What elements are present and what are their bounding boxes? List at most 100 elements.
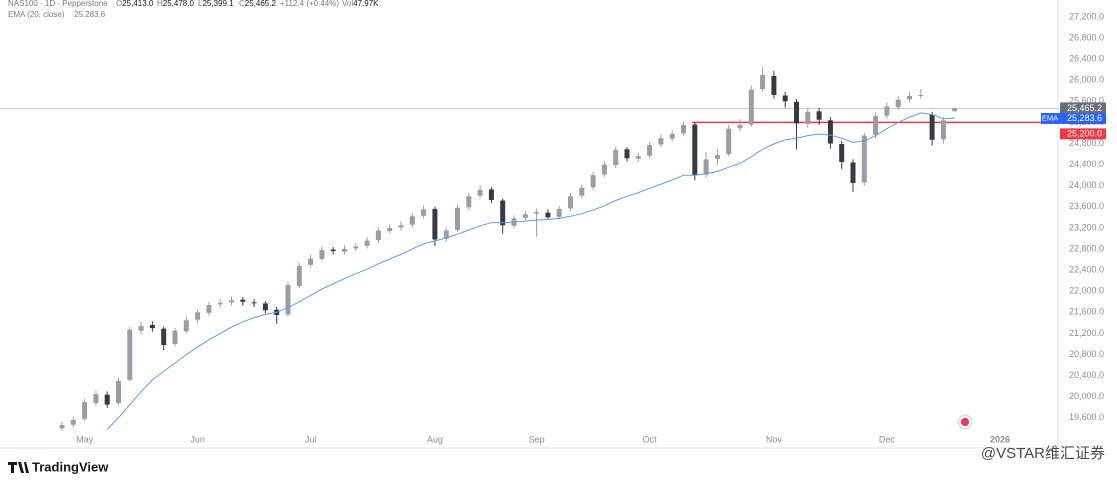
y-tick-label: 22,400.0: [1069, 264, 1104, 274]
y-tick-label: 23,200.0: [1069, 222, 1104, 232]
legend-volume-value: 47.97K: [353, 0, 379, 8]
candle-body: [387, 227, 393, 232]
candle-body: [601, 164, 607, 175]
candle-body: [172, 330, 178, 344]
candle-body: [703, 159, 709, 175]
ema-tag-box: [1041, 112, 1060, 124]
legend-ohlc-key: L: [198, 0, 203, 8]
candle-body: [771, 75, 777, 95]
footer-logo[interactable]: TradingView: [8, 459, 109, 474]
y-tick-label: 24,400.0: [1069, 159, 1104, 169]
legend-ohlc-value: 25,413.0: [122, 0, 154, 8]
candle-body: [70, 419, 76, 425]
candle-body: [669, 134, 675, 139]
candle-body: [217, 302, 223, 305]
candle-body: [590, 175, 596, 188]
candle-body: [952, 108, 958, 112]
candle-body: [82, 402, 88, 419]
y-tick-label: 22,000.0: [1069, 286, 1104, 296]
price-tag: [1060, 112, 1106, 124]
candle-body: [206, 304, 212, 313]
candle-body: [545, 212, 551, 218]
candle-body: [827, 120, 833, 144]
y-tick-label: 24,000.0: [1069, 180, 1104, 190]
x-tick-label: 2026: [990, 434, 1010, 444]
logo-icon: [8, 462, 29, 473]
y-tick-label: 26,400.0: [1069, 53, 1104, 63]
candle-body: [443, 230, 449, 239]
x-tick-label: Jul: [305, 434, 317, 444]
candle-body: [195, 312, 201, 320]
y-tick-label: 20,000.0: [1069, 391, 1104, 401]
y-tick-label: 22,800.0: [1069, 243, 1104, 253]
y-tick-label: 24,800.0: [1069, 138, 1104, 148]
y-tick-label: 27,200.0: [1069, 11, 1104, 21]
y-tick-label: 25,600.0: [1069, 96, 1104, 106]
candle-body: [466, 196, 472, 208]
y-tick-label: 23,600.0: [1069, 201, 1104, 211]
candle-body: [635, 156, 641, 159]
candle-body: [760, 74, 766, 90]
candle-body: [647, 145, 653, 156]
candle-body: [556, 208, 562, 217]
candle-body: [613, 149, 619, 166]
y-tick-label: 20,400.0: [1069, 370, 1104, 380]
candle-body: [240, 299, 246, 302]
candle-body: [624, 149, 630, 159]
candle-body: [342, 249, 347, 252]
legend-ohlc-value: 25,478.0: [163, 0, 195, 8]
candle-body: [296, 265, 302, 286]
candle-body: [681, 125, 686, 134]
candle-body: [183, 320, 189, 332]
y-tick-label: 19,600.0: [1069, 412, 1104, 422]
candle-body: [353, 246, 359, 249]
candle-body: [940, 120, 946, 140]
candle-body: [714, 155, 720, 159]
candle-body: [895, 99, 901, 108]
x-tick-label: May: [76, 434, 94, 444]
candle-body: [873, 116, 879, 136]
logo-text: TradingView: [32, 459, 109, 474]
hline-label: 25,200.0: [1067, 128, 1102, 138]
event-flag-dot: [961, 418, 969, 426]
candle-body: [839, 144, 845, 162]
candle-body: [409, 216, 415, 225]
candle-body: [127, 329, 133, 380]
legend-volume: Vol47.97K: [342, 0, 379, 8]
ema-legend-value: 25,283.6: [74, 10, 106, 19]
x-tick-label: Nov: [766, 434, 783, 444]
candle-body: [579, 187, 585, 196]
candle-body: [93, 394, 99, 404]
legend-ohlc: C25,465.2: [239, 0, 276, 8]
candle-body: [308, 258, 314, 265]
candle-body: [138, 326, 144, 331]
candle-body: [319, 250, 325, 260]
x-tick-label: Oct: [643, 434, 658, 444]
legend-symbol: NAS100 · 1D · Pepperstone: [8, 0, 108, 8]
legend-ohlc-key: O: [116, 0, 122, 8]
x-tick-label: Jun: [190, 434, 205, 444]
candle-body: [907, 96, 912, 100]
candle-body: [794, 101, 799, 124]
candle-body: [421, 209, 427, 216]
legend-ohlc-value: 25,465.2: [245, 0, 277, 8]
candle-body: [522, 214, 528, 218]
candle-body: [432, 208, 438, 240]
candle-body: [568, 196, 573, 209]
candle-body: [805, 111, 811, 124]
x-tick-label: Aug: [427, 434, 443, 444]
candle-body: [861, 135, 867, 183]
candle-body: [262, 303, 268, 311]
legend-ohlc: L25,399.1: [198, 0, 234, 8]
candle-body: [658, 138, 664, 145]
y-tick-label: 26,000.0: [1069, 75, 1104, 85]
candle-body: [116, 380, 121, 404]
candle-body: [455, 207, 460, 231]
price-tag: [1060, 128, 1106, 140]
candle-body: [330, 249, 336, 252]
legend-ohlc: H25,478.0: [157, 0, 194, 8]
candle-body: [161, 328, 167, 346]
y-tick-label: 21,200.0: [1069, 328, 1104, 338]
candle-body: [398, 225, 404, 228]
